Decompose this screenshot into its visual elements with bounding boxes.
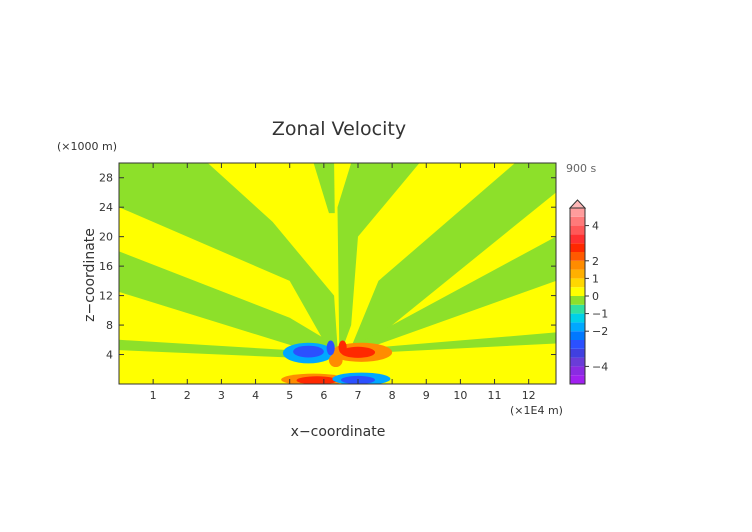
y-unit-label: (×1000 m) xyxy=(57,140,117,153)
colorbar-tick-label: −1 xyxy=(592,308,608,321)
colorbar-tick-label: −2 xyxy=(592,325,608,338)
colorbar-tick-label: 0 xyxy=(592,290,599,303)
x-tick-label: 10 xyxy=(453,389,467,402)
colorbar-swatch xyxy=(570,322,585,332)
x-tick-label: 6 xyxy=(320,389,327,402)
band-left-bottom xyxy=(119,339,290,358)
colorbar-tick-label: 1 xyxy=(592,272,599,285)
y-tick-label: 24 xyxy=(99,201,113,214)
colorbar-swatch xyxy=(570,340,585,349)
y-tick-label: 8 xyxy=(106,319,113,332)
y-axis-label: z−coordinate xyxy=(82,228,98,322)
x-tick-label: 2 xyxy=(184,389,191,402)
x-tick-label: 8 xyxy=(389,389,396,402)
y-axis: 4 8 12 16 20 24 28 xyxy=(99,172,556,362)
x-unit-label: (×1E4 m) xyxy=(510,404,563,417)
colorbar-swatch xyxy=(570,375,585,384)
x-tick-label: 11 xyxy=(488,389,502,402)
x-tick-label: 4 xyxy=(252,389,259,402)
x-tick-label: 7 xyxy=(354,389,361,402)
chart-title: Zonal Velocity xyxy=(272,118,406,140)
core-positive-center xyxy=(338,340,347,354)
lobe-center xyxy=(328,353,343,368)
time-label: 900 s xyxy=(566,162,596,175)
colorbar-swatch xyxy=(570,243,585,252)
colorbar-swatch xyxy=(570,216,585,226)
band-center-left xyxy=(313,163,335,214)
colorbar-swatch xyxy=(570,331,585,340)
colorbar-swatch xyxy=(570,225,585,235)
band-left-lower xyxy=(119,251,335,354)
colorbar-swatch xyxy=(570,278,585,288)
colorbar-swatch xyxy=(570,357,585,367)
y-tick-label: 20 xyxy=(99,231,113,244)
colorbar-tick-label: −4 xyxy=(592,360,608,373)
colorbar-swatch xyxy=(570,313,585,323)
colorbar: −4 −2 −1 0 1 2 4 xyxy=(568,199,608,385)
band-left-upper xyxy=(119,163,338,348)
x-tick-label: 9 xyxy=(423,389,430,402)
band-right-lower xyxy=(357,236,556,352)
core-negative-left xyxy=(293,345,324,358)
colorbar-swatch xyxy=(570,252,585,261)
y-tick-label: 12 xyxy=(99,290,113,303)
x-tick-label: 5 xyxy=(286,389,293,402)
colorbar-swatch xyxy=(570,296,585,305)
core-positive-bottom-left xyxy=(296,376,338,384)
wave-bands xyxy=(119,163,556,358)
y-tick-label: 28 xyxy=(99,172,113,185)
colorbar-swatch xyxy=(570,260,585,270)
colorbar-swatch xyxy=(570,287,585,296)
colorbar-over-triangle xyxy=(568,199,587,209)
x-axis: 1 2 3 4 5 6 7 8 9 10 11 12 xyxy=(150,163,536,402)
x-axis-label: x−coordinate xyxy=(291,424,386,440)
core-negative-center xyxy=(326,340,335,356)
colorbar-swatch xyxy=(570,269,585,279)
band-right-mid xyxy=(351,163,556,348)
band-right-upper xyxy=(337,163,420,344)
x-tick-label: 1 xyxy=(150,389,157,402)
y-tick-label: 4 xyxy=(106,349,113,362)
colorbar-swatch xyxy=(570,208,585,217)
plot-frame xyxy=(118,162,557,385)
y-tick-label: 16 xyxy=(99,260,113,273)
x-tick-label: 3 xyxy=(218,389,225,402)
band-right-bottom xyxy=(337,332,556,355)
colorbar-tick-label: 4 xyxy=(592,220,599,233)
colorbar-swatch xyxy=(570,348,585,358)
colorbar-tick-label: 2 xyxy=(592,255,599,268)
colorbar-swatch xyxy=(570,234,585,244)
colorbar-swatch xyxy=(570,366,585,376)
contour-field xyxy=(119,163,556,384)
x-tick-label: 12 xyxy=(522,389,536,402)
colorbar-swatch xyxy=(570,304,585,314)
core-positive-right xyxy=(340,346,376,358)
